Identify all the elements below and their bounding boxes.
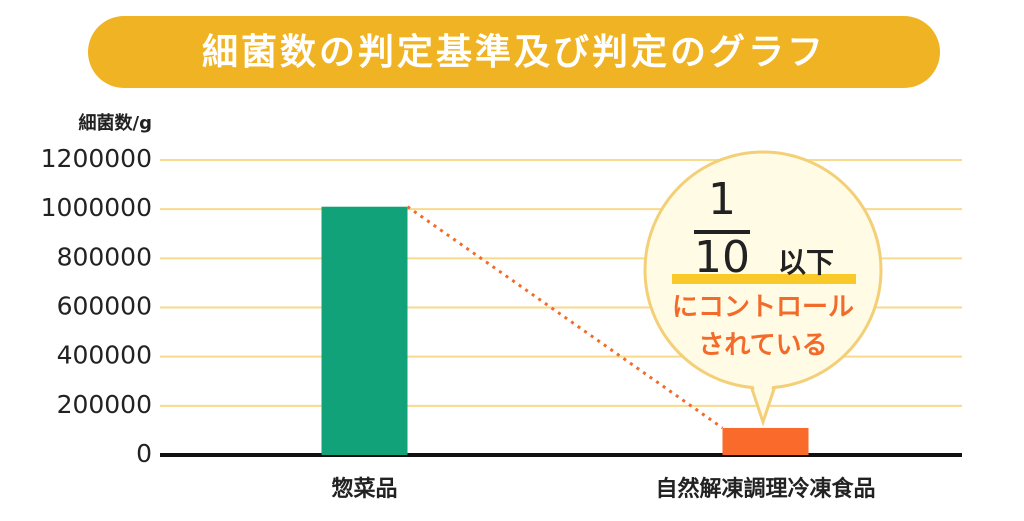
title-banner <box>88 16 940 88</box>
connector-dotted-line <box>406 205 724 430</box>
y-tick-label: 400000 <box>57 341 152 370</box>
annotation-text: されている <box>698 331 827 361</box>
fraction-denominator: 10 <box>694 232 750 283</box>
chart-title: 細菌数の判定基準及び判定のグラフ <box>202 32 826 73</box>
y-tick-label: 600000 <box>57 292 152 321</box>
y-tick-label: 200000 <box>57 390 152 419</box>
annotation-suffix: 以下 <box>778 246 834 279</box>
y-axis-label: 細菌数/g <box>79 112 152 134</box>
callout-tail-cover <box>753 384 773 416</box>
y-tick-label: 1000000 <box>41 193 152 222</box>
x-tick-label: 惣菜品 <box>331 476 397 502</box>
highlight-underline <box>672 274 856 284</box>
fraction-numerator: 1 <box>708 174 736 225</box>
bar <box>722 427 809 455</box>
x-tick-label: 自然解凍調理冷凍食品 <box>655 476 875 502</box>
bar <box>321 206 408 455</box>
y-tick-label: 0 <box>136 439 152 468</box>
annotation-text: にコントロール <box>672 293 854 323</box>
y-tick-label: 1200000 <box>41 144 152 173</box>
y-tick-label: 800000 <box>57 242 152 271</box>
